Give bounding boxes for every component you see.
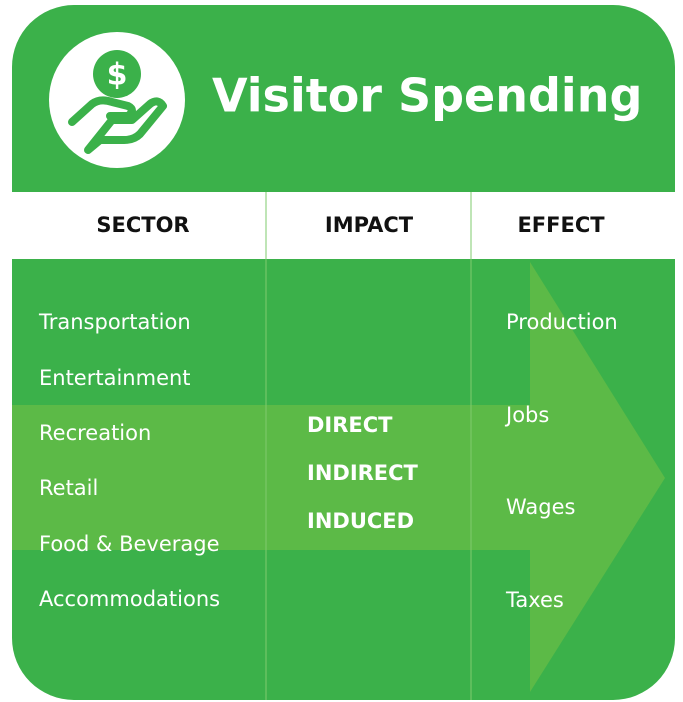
column-header-row — [12, 192, 675, 259]
sector: Food & Beverage — [39, 532, 220, 556]
flow-arrow — [12, 262, 665, 692]
impact: DIRECT — [307, 413, 393, 437]
money-hand-icon: $ — [49, 32, 185, 168]
sector: Retail — [39, 476, 98, 500]
effect: Production — [506, 310, 618, 334]
sector: Transportation — [38, 310, 191, 334]
sector: Entertainment — [39, 366, 191, 390]
svg-text:$: $ — [107, 58, 128, 93]
sector: Accommodations — [39, 587, 220, 611]
effect: Jobs — [504, 403, 549, 427]
effect: Wages — [506, 495, 575, 519]
column-header: EFFECT — [517, 213, 605, 237]
column-header: SECTOR — [96, 213, 189, 237]
title: Visitor Spending — [212, 69, 642, 123]
effect: Taxes — [505, 588, 564, 612]
impact: INDIRECT — [307, 461, 419, 485]
sector: Recreation — [39, 421, 151, 445]
impact: INDUCED — [307, 509, 414, 533]
column-header: IMPACT — [325, 213, 414, 237]
